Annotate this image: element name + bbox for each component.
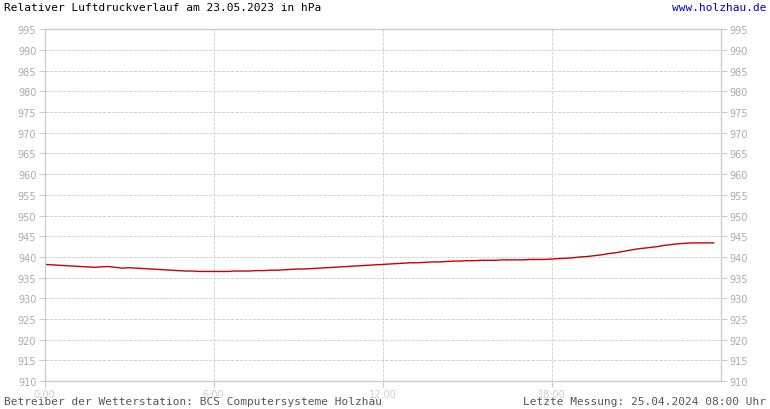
Text: Letzte Messung: 25.04.2024 08:00 Uhr: Letzte Messung: 25.04.2024 08:00 Uhr	[523, 396, 766, 406]
Text: Relativer Luftdruckverlauf am 23.05.2023 in hPa: Relativer Luftdruckverlauf am 23.05.2023…	[4, 3, 321, 13]
Text: Betreiber der Wetterstation: BCS Computersysteme Holzhau: Betreiber der Wetterstation: BCS Compute…	[4, 396, 382, 406]
Text: www.holzhau.de: www.holzhau.de	[671, 3, 766, 13]
